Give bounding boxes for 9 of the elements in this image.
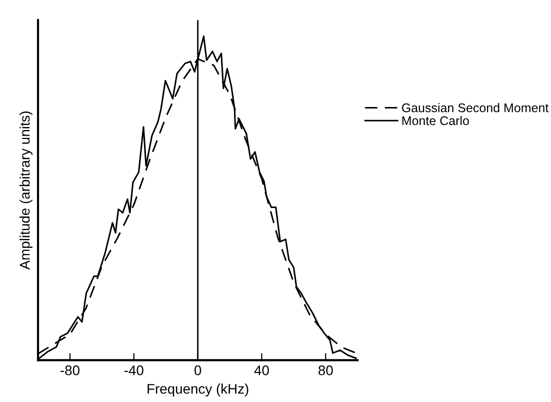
x-tick-label: -80 [60,365,80,376]
x-tick-label: 0 [194,365,202,376]
legend-label: Gaussian Second Moment [402,103,549,112]
x-tick-label: 80 [318,365,333,376]
y-axis-title: Amplitude (arbitrary units) [20,112,32,270]
x-tick-label: -40 [124,365,144,376]
x-tick-label: 40 [254,365,269,376]
x-axis-title: Frequency (kHz) [148,384,248,397]
legend-label: Monte Carlo [402,116,469,126]
